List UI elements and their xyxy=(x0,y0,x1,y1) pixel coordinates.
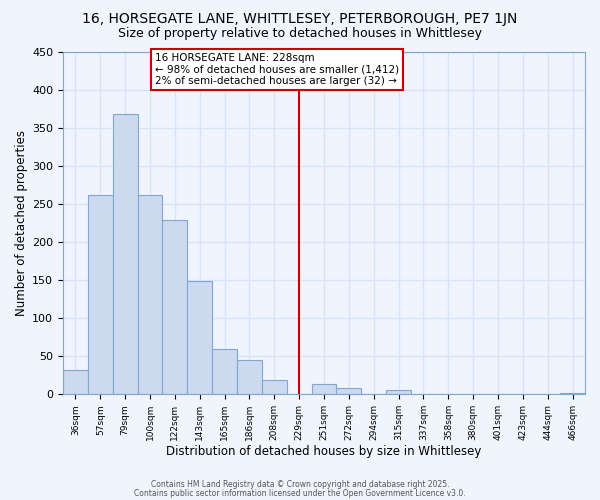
Bar xyxy=(113,114,137,394)
Bar xyxy=(88,194,113,394)
Bar xyxy=(386,390,411,394)
Bar xyxy=(237,360,262,394)
Bar xyxy=(137,196,163,394)
Bar xyxy=(337,388,361,394)
Bar xyxy=(163,220,187,394)
Bar xyxy=(560,392,585,394)
Bar xyxy=(187,281,212,394)
Text: Contains public sector information licensed under the Open Government Licence v3: Contains public sector information licen… xyxy=(134,488,466,498)
Bar xyxy=(262,380,287,394)
Text: 16, HORSEGATE LANE, WHITTLESEY, PETERBOROUGH, PE7 1JN: 16, HORSEGATE LANE, WHITTLESEY, PETERBOR… xyxy=(82,12,518,26)
Bar xyxy=(311,384,337,394)
Bar xyxy=(63,370,88,394)
Y-axis label: Number of detached properties: Number of detached properties xyxy=(15,130,28,316)
X-axis label: Distribution of detached houses by size in Whittlesey: Distribution of detached houses by size … xyxy=(166,444,482,458)
Text: Size of property relative to detached houses in Whittlesey: Size of property relative to detached ho… xyxy=(118,28,482,40)
Text: Contains HM Land Registry data © Crown copyright and database right 2025.: Contains HM Land Registry data © Crown c… xyxy=(151,480,449,489)
Text: 16 HORSEGATE LANE: 228sqm
← 98% of detached houses are smaller (1,412)
2% of sem: 16 HORSEGATE LANE: 228sqm ← 98% of detac… xyxy=(155,53,399,86)
Bar xyxy=(212,348,237,394)
